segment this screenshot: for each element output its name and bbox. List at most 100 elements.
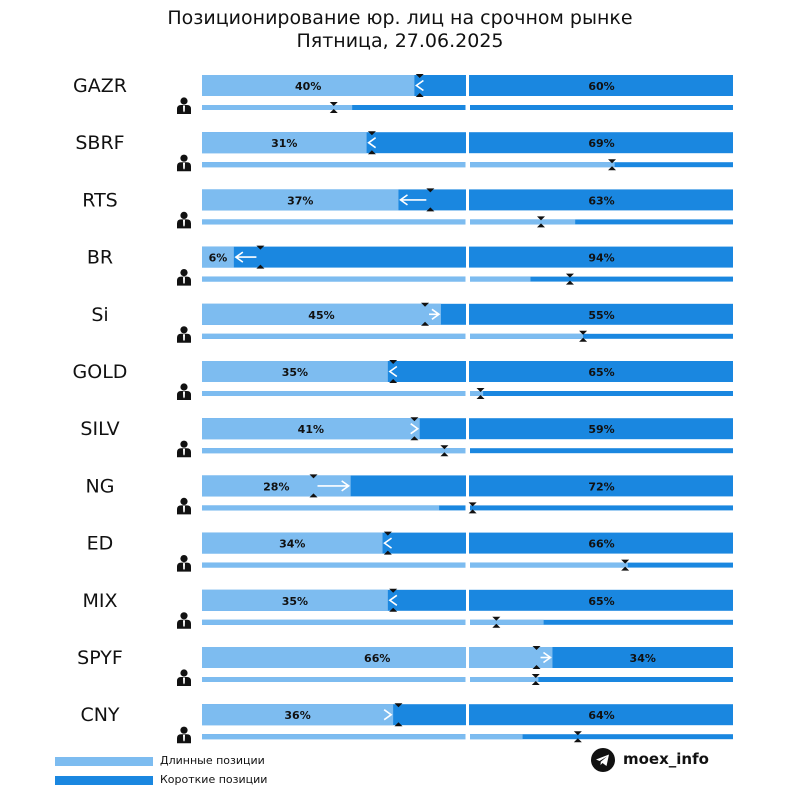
subbar-right-marker-top: [608, 159, 617, 164]
bar-long: [202, 475, 351, 497]
subbar-right-long: [470, 619, 544, 625]
chart-title-line1: Позиционирование юр. лиц на срочном рынк…: [167, 7, 633, 29]
trend-arrow-head: [388, 594, 398, 606]
subbar-right-long: [470, 276, 531, 282]
subbar-right-marker-bottom: [531, 681, 540, 685]
previous-marker-bottom: [410, 436, 419, 441]
subbar-right-marker-top: [476, 388, 485, 392]
subbar-left-marker-bottom: [329, 109, 338, 113]
subbar-right-marker-top: [565, 273, 574, 278]
previous-marker-top: [389, 360, 398, 364]
previous-marker-top: [383, 531, 392, 536]
ticker-label: ED: [87, 533, 114, 555]
person-in-suit-icon: [177, 612, 191, 629]
trend-arrow-head: [410, 423, 420, 435]
person-in-suit-icon: [177, 726, 191, 744]
label-long: 35%: [282, 366, 308, 379]
label-long: 6%: [209, 252, 228, 265]
previous-marker-bottom: [256, 264, 265, 269]
label-long: 34%: [279, 538, 305, 551]
person-in-suit-icon: [177, 669, 191, 686]
subbar-left-long: [202, 562, 466, 568]
label-short: 55%: [588, 309, 614, 322]
subbar-left-long: [202, 333, 466, 339]
previous-marker-top: [389, 588, 398, 593]
subbar-right-short: [470, 333, 733, 339]
subbar-right-marker-top: [621, 559, 630, 564]
subbar-right-marker-bottom: [621, 566, 630, 571]
trend-arrow-head: [341, 480, 351, 492]
bar-long: [202, 647, 553, 668]
bar-long: [202, 704, 394, 726]
label-short: 64%: [588, 709, 614, 722]
person-in-suit-icon: [177, 154, 191, 172]
subbar-right-short: [470, 276, 733, 282]
previous-marker-top: [256, 245, 265, 250]
legend-short-label: Короткие позиции: [160, 773, 268, 786]
label-short: 60%: [588, 80, 614, 93]
previous-marker-top: [426, 188, 435, 193]
previous-marker-top: [410, 417, 419, 422]
label-short: 72%: [588, 480, 614, 493]
subbar-right-long: [470, 734, 523, 740]
subbar-right-marker-bottom: [573, 738, 582, 743]
previous-marker-bottom: [367, 150, 376, 155]
subbar-right-marker-top: [492, 616, 501, 621]
ticker-label: SBRF: [75, 132, 124, 154]
bar-center-gap: [466, 74, 469, 97]
ticker-label: Si: [91, 304, 108, 326]
subbar-right-long: [470, 391, 484, 396]
legend-long-label: Длинные позиции: [160, 754, 265, 767]
previous-marker-bottom: [394, 722, 403, 727]
subbar-left-marker-bottom: [440, 452, 449, 457]
person-in-suit-icon: [177, 269, 191, 286]
subbar-right-short: [470, 505, 733, 511]
subbar-right-long: [470, 219, 576, 225]
bar-center-gap: [466, 588, 469, 612]
previous-marker-bottom: [532, 665, 541, 669]
subbar-right-marker-bottom: [565, 280, 574, 285]
bar-center-gap: [466, 131, 469, 155]
trend-arrow-head: [399, 194, 408, 206]
trend-arrow-head: [431, 308, 441, 320]
subbar-right-marker-bottom: [468, 509, 477, 514]
ticker-label: GOLD: [73, 361, 128, 383]
bar-long: [202, 361, 388, 382]
trend-arrow-head: [542, 651, 552, 664]
bar-center-gap: [466, 360, 469, 383]
bar-long: [202, 589, 388, 611]
ticker-label: GAZR: [73, 75, 127, 97]
bar-center-gap: [466, 703, 469, 727]
subbar-right-short: [470, 391, 733, 396]
label-long: 28%: [263, 480, 289, 493]
person-in-suit-icon: [177, 440, 191, 458]
previous-marker-top: [367, 131, 376, 136]
previous-marker-bottom: [415, 93, 424, 97]
label-short: 69%: [588, 137, 614, 150]
bar-center-gap: [466, 302, 469, 326]
ticker-label: BR: [87, 247, 113, 269]
label-long: 41%: [298, 423, 324, 436]
subbar-left-long: [202, 734, 466, 740]
ticker-label: MIX: [82, 590, 117, 612]
telegram-icon: [591, 748, 615, 772]
brand-name: moex_info: [623, 750, 709, 768]
previous-marker-bottom: [421, 321, 430, 326]
label-short: 34%: [630, 652, 656, 665]
label-long: 31%: [271, 137, 297, 150]
ticker-label: SILV: [80, 418, 119, 440]
label-short: 65%: [588, 595, 614, 608]
subbar-right-long: [470, 677, 539, 682]
bar-long: [202, 532, 383, 554]
subbar-right-marker-bottom: [608, 166, 617, 171]
subbar-right-marker-bottom: [476, 395, 485, 399]
subbar-left-long: [202, 391, 466, 396]
label-long: 66%: [364, 652, 390, 665]
previous-marker-bottom: [383, 550, 392, 555]
subbar-right-short: [470, 734, 733, 740]
label-short: 59%: [588, 423, 614, 436]
subbar-left-long: [202, 619, 466, 625]
trend-arrow-head: [383, 537, 393, 549]
subbar-left-long: [202, 219, 466, 225]
bar-center-gap: [466, 188, 469, 212]
